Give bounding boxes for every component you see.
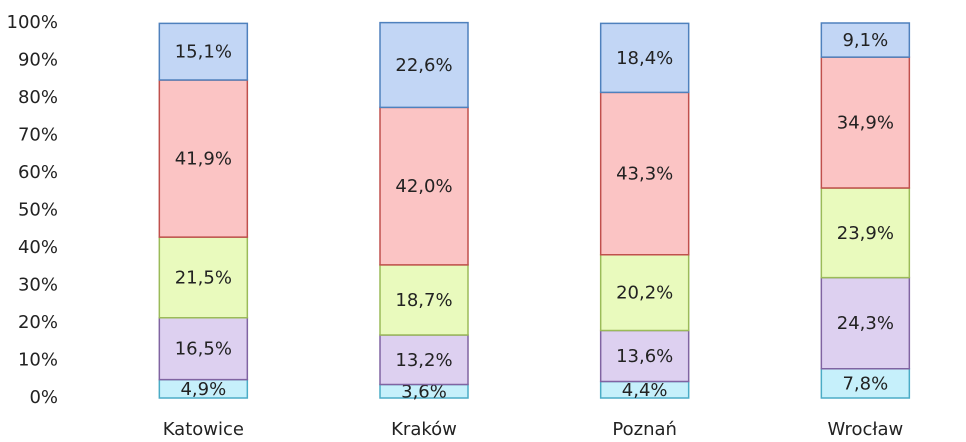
value-label: 34,9% (837, 113, 894, 134)
y-tick-label: 10% (18, 350, 58, 371)
bar-segment (820, 187, 911, 279)
y-tick-label: 50% (18, 200, 58, 221)
value-label: 13,2% (395, 350, 452, 371)
value-label: 22,6% (395, 55, 452, 76)
bar-segment (379, 106, 469, 266)
value-label: 43,3% (616, 164, 673, 185)
bar-segment (820, 56, 911, 189)
value-label: 4,4% (622, 380, 668, 401)
y-tick-label: 20% (18, 312, 58, 333)
y-tick-label: 0% (29, 387, 58, 408)
value-label: 23,9% (837, 223, 894, 244)
x-tick-label: Katowice (163, 419, 244, 440)
value-label: 9,1% (842, 30, 888, 51)
value-label: 20,2% (616, 283, 673, 304)
bar-segment (379, 264, 469, 336)
value-label: 21,5% (175, 267, 232, 288)
y-tick-label: 80% (18, 87, 58, 108)
bar-segment (379, 21, 469, 109)
x-tick-label: Poznań (612, 419, 677, 440)
value-label: 41,9% (175, 149, 232, 170)
y-tick-label: 60% (18, 162, 58, 183)
value-label: 3,6% (401, 381, 447, 402)
y-tick-label: 90% (18, 50, 58, 71)
bar-segment (599, 254, 690, 332)
value-label: 24,3% (837, 313, 894, 334)
bar-segment (820, 276, 911, 370)
value-label: 15,1% (175, 42, 232, 63)
bar-segment (158, 317, 249, 381)
bar-segment (599, 91, 690, 256)
value-label: 7,8% (842, 373, 888, 394)
bar-segment (820, 368, 911, 399)
bar-segment (820, 22, 911, 58)
bar-segment (158, 22, 249, 81)
x-tick-label: Kraków (391, 419, 457, 440)
bar-segment (599, 329, 690, 383)
bar-segment (599, 22, 690, 94)
value-label: 13,6% (616, 346, 673, 367)
value-label: 42,0% (395, 176, 452, 197)
y-tick-label: 100% (7, 12, 58, 33)
x-tick-label: Wrocław (827, 419, 903, 440)
value-label: 4,9% (180, 379, 226, 400)
y-tick-label: 30% (18, 275, 58, 296)
value-label: 18,7% (395, 290, 452, 311)
y-tick-label: 40% (18, 237, 58, 258)
value-label: 18,4% (616, 48, 673, 69)
bar-segment (158, 79, 249, 238)
value-label: 16,5% (175, 339, 232, 360)
y-tick-label: 70% (18, 125, 58, 146)
